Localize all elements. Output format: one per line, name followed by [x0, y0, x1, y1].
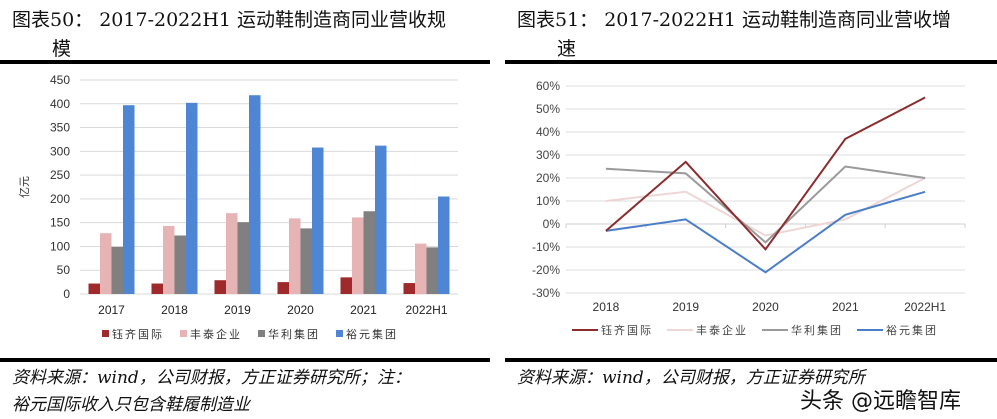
legend-label: 丰泰企业 [696, 323, 748, 337]
bar [214, 280, 226, 294]
y-tick-label: 100 [50, 239, 70, 253]
chart-panel-revenue: 图表50： 2017-2022H1 运动鞋制造商同业营收规 模 0 50 100 15… [0, 0, 490, 419]
series-line [605, 165, 926, 244]
legend-swatch [180, 330, 187, 337]
bar [277, 282, 289, 294]
bar [151, 283, 163, 294]
bar [352, 217, 364, 294]
legend-label: 钰齐国际 [112, 327, 164, 341]
y-tick-label: 50% [536, 102, 560, 116]
y-tick-label: 0 [63, 287, 70, 301]
bar [88, 283, 100, 294]
y-tick-label: 60% [536, 79, 560, 93]
bar [403, 283, 415, 294]
divider [0, 60, 490, 64]
y-tick-label: 30% [536, 148, 560, 162]
x-tick-label: 2022H1 [904, 300, 946, 314]
y-axis-label: 亿元 [18, 176, 31, 198]
series-line [605, 190, 926, 274]
chart-title: 图表51： 2017-2022H1 运动鞋制造商同业营收增 速 [517, 6, 987, 64]
source-line-2: 裕元国际收入只包含鞋履制造业 [12, 395, 250, 415]
x-tick-label: 2020 [752, 300, 779, 314]
bar [163, 225, 175, 294]
y-tick-label: 250 [50, 168, 70, 182]
bar [426, 247, 438, 294]
x-tick-label: 2018 [593, 300, 620, 314]
bar [312, 147, 324, 294]
series-line [605, 177, 926, 237]
bar [174, 235, 186, 294]
title-line-1: 图表50： 2017-2022H1 运动鞋制造商同业营收规 [12, 9, 447, 31]
y-tick-label: 40% [536, 125, 560, 139]
divider [505, 60, 997, 64]
title-line-2: 模 [52, 38, 72, 60]
legend-swatch [336, 330, 343, 337]
source-note: 资料来源：wind，公司财报，方正证券研究所；注： 裕元国际收入只包含鞋履制造业 [12, 365, 487, 419]
bar [111, 246, 123, 294]
y-tick-label: 150 [50, 216, 70, 230]
chart-panel-growth: 图表51： 2017-2022H1 运动鞋制造商同业营收增 速 -30% -20%… [505, 0, 997, 419]
source-line-1: 资料来源：wind，公司财报，方正证券研究所 [517, 368, 865, 388]
legend-label: 华利集团 [268, 327, 320, 341]
y-tick-label: -20% [532, 263, 560, 277]
series-line [605, 96, 926, 251]
source-note: 资料来源：wind，公司财报，方正证券研究所 [517, 365, 992, 392]
chart-title: 图表50： 2017-2022H1 运动鞋制造商同业营收规 模 [12, 6, 482, 64]
y-tick-label: -30% [532, 286, 560, 300]
y-tick-label: 20% [536, 171, 560, 185]
title-line-2: 速 [557, 38, 577, 60]
legend-label: 裕元集团 [346, 327, 398, 341]
legend-label: 丰泰企业 [190, 327, 242, 341]
bar [375, 145, 387, 294]
x-tick-label: 2019 [224, 303, 251, 317]
bar [249, 95, 261, 294]
y-tick-label: 450 [50, 73, 70, 87]
bar [186, 102, 198, 295]
legend-label: 裕元集团 [886, 323, 938, 337]
bar [363, 211, 375, 294]
bar [289, 218, 301, 294]
bar [226, 213, 238, 294]
x-tick-label: 2019 [672, 300, 699, 314]
legend-label: 华利集团 [791, 323, 843, 337]
bar [415, 243, 427, 294]
y-tick-label: 300 [50, 144, 70, 158]
line-chart: -30% -20% -10% 0% 10% 20% 30% 40% 50% 60% 2018 2019… [532, 79, 966, 337]
legend-swatch [102, 330, 109, 337]
bar [438, 196, 450, 294]
y-tick-label: 50 [57, 263, 71, 277]
y-tick-label: -10% [532, 240, 560, 254]
divider [505, 358, 997, 362]
bar [300, 228, 312, 294]
bar [100, 233, 112, 294]
bar-chart: 0 50 100 150 200 250 300 350 400 450 亿元 2017 2018 201… [18, 73, 458, 341]
legend-label: 钰齐国际 [601, 323, 653, 337]
y-tick-label: 0% [543, 217, 561, 231]
x-tick-label: 2020 [287, 303, 314, 317]
y-tick-label: 10% [536, 194, 560, 208]
watermark: 头条 @远瞻智库 [800, 389, 961, 414]
bar [340, 277, 352, 294]
source-line-1: 资料来源：wind，公司财报，方正证券研究所；注： [12, 368, 411, 388]
bar [123, 105, 135, 295]
y-tick-label: 400 [50, 97, 70, 111]
bar [237, 222, 249, 294]
y-tick-label: 350 [50, 121, 70, 135]
y-tick-label: 200 [50, 192, 70, 206]
x-tick-label: 2021 [350, 303, 377, 317]
divider [0, 358, 490, 362]
x-tick-label: 2018 [161, 303, 188, 317]
x-tick-label: 2022H1 [405, 303, 447, 317]
legend-swatch [258, 330, 265, 337]
x-tick-label: 2017 [98, 303, 125, 317]
x-tick-label: 2021 [832, 300, 859, 314]
title-line-1: 图表51： 2017-2022H1 运动鞋制造商同业营收增 [517, 9, 952, 31]
